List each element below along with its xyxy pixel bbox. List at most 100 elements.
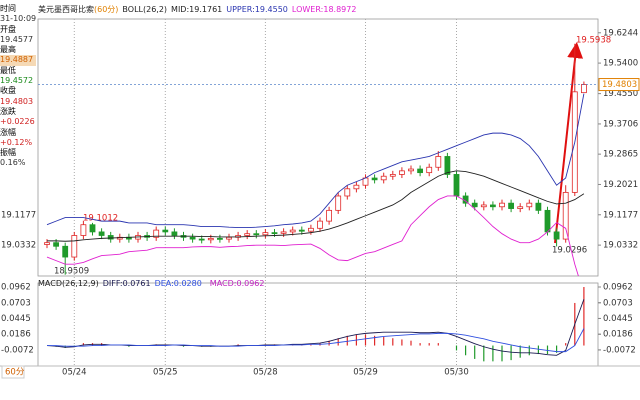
y-tick-label: 19.0332 <box>603 241 638 251</box>
annotation: 19.5938 <box>576 36 611 46</box>
candle-body <box>562 191 569 240</box>
x-tick-label: 05/29 <box>353 368 378 378</box>
legend-entry: DEA:0.0280 <box>154 279 202 288</box>
candle-body <box>280 231 287 234</box>
candle-body <box>444 156 451 175</box>
candle-body <box>380 175 387 181</box>
info-value: 19.4803 <box>0 96 34 106</box>
histogram <box>55 287 585 362</box>
x-tick-label: 05/28 <box>253 368 278 378</box>
y-tick-label: 0.0962 <box>1 283 31 293</box>
legend-entry: MID:19.1761 <box>171 5 223 14</box>
candle-body <box>89 224 96 233</box>
candle-body <box>508 202 515 209</box>
candle-body <box>253 233 260 236</box>
candle-body <box>171 231 178 236</box>
legend-entry: DIFF:0.0761 <box>102 279 151 288</box>
candle-body <box>244 233 251 236</box>
candle-body <box>289 229 296 233</box>
x-tick-label: 05/25 <box>153 368 178 378</box>
y-tick-label: 0.0186 <box>603 330 633 340</box>
info-label: 开盘 <box>0 24 16 34</box>
info-value: +0.12% <box>0 137 33 147</box>
y-tick-label: 19.2865 <box>603 150 638 160</box>
candle-body <box>271 232 278 235</box>
period-button[interactable] <box>1 365 25 379</box>
y-tick-label: 0.0962 <box>603 283 633 293</box>
candle-body <box>417 168 424 174</box>
candle-body <box>198 238 205 241</box>
y-tick-label: -0.0072 <box>1 345 34 355</box>
candle-body <box>581 84 587 94</box>
macd-frame <box>37 282 599 367</box>
y-tick-label: 19.6244 <box>603 28 638 38</box>
candle-body <box>307 227 314 232</box>
x-tick-label: 05/24 <box>62 368 87 378</box>
line-series <box>46 93 585 229</box>
y-tick-label: 0.0703 <box>603 298 633 308</box>
candle-body <box>408 168 414 172</box>
candle-body <box>326 209 333 222</box>
candle-body <box>207 237 214 241</box>
y-tick-label: 19.1177 <box>603 210 638 220</box>
candle-body <box>262 232 269 236</box>
annotation: 19.1012 <box>83 214 118 224</box>
candle-body <box>553 231 560 240</box>
info-label: 收盘 <box>0 86 16 96</box>
subtitle: (60分) <box>94 5 119 14</box>
candle-body <box>298 229 305 232</box>
macd-title: MACD(26,12,9) <box>38 279 99 288</box>
legend-entry: LOWER:18.8972 <box>291 5 357 14</box>
candle-body <box>107 235 114 240</box>
candle-body <box>535 202 542 211</box>
legend-entry: UPPER:19.4550 <box>226 5 288 14</box>
candle-body <box>98 231 105 236</box>
title: 美元墨西哥比索 <box>38 5 94 14</box>
candle-body <box>435 156 442 168</box>
annotation: 19.0296 <box>552 246 587 256</box>
y-tick-label: 0.0445 <box>1 314 31 324</box>
line-series <box>47 328 585 353</box>
price-frame <box>37 18 599 277</box>
candle-body <box>335 195 342 211</box>
info-value: +0.0226 <box>0 117 35 127</box>
candle-body <box>44 242 50 245</box>
left-axis-label: 19.0332 <box>1 241 36 251</box>
indicator: BOLL(26,2) <box>122 5 168 14</box>
candle-body <box>544 209 551 233</box>
candle-body <box>189 236 196 240</box>
line-series <box>46 299 585 356</box>
macd-header: MACD(26,12,9) DIFF:0.0761 DEA:0.0280 MACD:0… <box>38 279 268 288</box>
candle-body <box>398 170 405 175</box>
y-tick-label: 0.0703 <box>1 298 31 308</box>
info-label: 时间 <box>0 4 16 13</box>
candle-body <box>471 202 478 208</box>
info-panel: 时间 31-10:09 开盘 19.4577 最高 19.4887 最低 19.4572 收盘 1… <box>0 4 36 169</box>
info-label: 涨幅 <box>0 127 16 137</box>
candle-body <box>80 224 87 236</box>
candle-body <box>344 188 351 197</box>
candle-body <box>317 220 323 229</box>
candle-body <box>162 229 169 233</box>
candle-body <box>353 184 360 190</box>
info-value: 19.4887 <box>0 55 36 66</box>
info-value: 0.16% <box>0 158 26 168</box>
candle-body <box>489 204 496 208</box>
candle-body <box>517 206 524 209</box>
info-value: 31-10:09 <box>0 14 37 24</box>
candle-body <box>389 174 396 177</box>
period-button-label[interactable]: 60分 <box>5 368 25 378</box>
left-axis-label: 19.1177 <box>1 210 36 220</box>
legend-entry: MACD:0.0962 <box>209 279 265 288</box>
info-label: 最低 <box>0 65 16 75</box>
trend-arrow <box>554 42 584 244</box>
info-label: 涨跌 <box>0 106 16 116</box>
candle-body <box>480 204 487 208</box>
y-tick-label: 19.2021 <box>603 180 638 190</box>
y-tick-label: 0.0186 <box>1 330 31 340</box>
info-label: 最高 <box>0 45 16 55</box>
price-header: 美元墨西哥比索(60分) BOLL(26,2) MID:19.1761 UPPER:1… <box>38 4 364 15</box>
annotation: 18.9509 <box>54 267 89 277</box>
candle-body <box>216 237 223 240</box>
